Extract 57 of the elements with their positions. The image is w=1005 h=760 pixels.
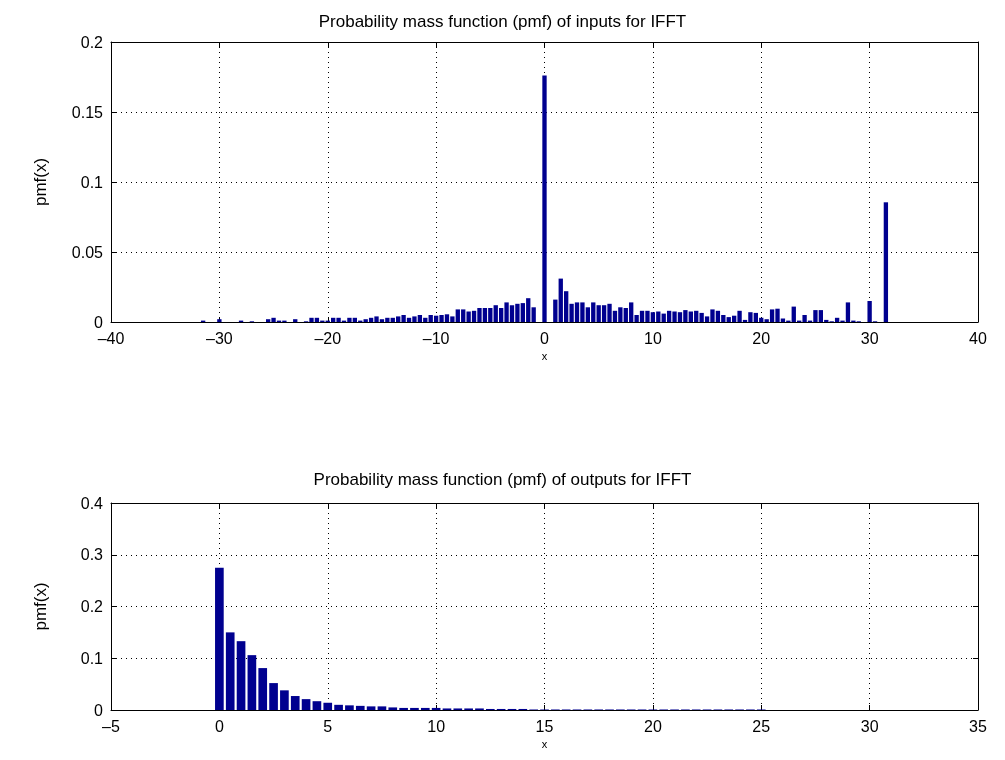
x-tick-label: –20 [314,329,342,347]
x-tick-label: 10 [427,717,446,735]
bar [399,707,408,710]
y-tick-label: 0.3 [80,546,104,564]
bar [312,701,322,710]
y-tick-label: 0 [94,701,104,719]
bar [410,707,419,710]
x-tick-label: 30 [860,329,879,347]
bar [366,706,376,710]
bar [355,705,365,710]
x-tick-label: 0 [214,717,224,735]
y-axis-title: pmf(x) [31,157,50,207]
bar [377,706,387,710]
bar [301,699,311,710]
y-tick-label: 0.15 [71,103,104,121]
x-tick-label: 25 [752,717,771,735]
bar [236,641,246,710]
y-tick-label: 0.2 [80,33,104,51]
bar [542,75,547,322]
x-tick-label: 30 [860,717,879,735]
x-tick-label: 0 [540,329,550,347]
bar [323,702,333,710]
x-tick-label: 15 [535,717,554,735]
y-tick-label: 0.4 [80,494,104,512]
x-tick-label: –10 [422,329,450,347]
bar [420,707,430,710]
x-tick-label: 40 [969,329,987,347]
y-tick-label: 0.1 [80,649,104,667]
y-tick-label: 0.1 [80,173,104,191]
chart-title: Probability mass function (pmf) of outputs for IFFT [313,470,692,489]
x-axis-title: x [541,738,548,751]
x-tick-label: 5 [323,717,333,735]
x-tick-label: 20 [752,329,771,347]
chart-title: Probability mass function (pmf) of inputs for IFFT [318,12,687,31]
bar [247,655,257,710]
bar [269,683,278,710]
y-axis-title: pmf(x) [31,582,50,631]
x-tick-label: –5 [102,717,120,735]
x-tick-label: –30 [206,329,233,347]
y-tick-label: 0 [94,313,104,331]
x-tick-label: 35 [969,717,987,735]
bar [215,567,224,710]
bar [280,690,289,710]
x-tick-label: –40 [97,329,125,347]
bar [293,319,298,322]
bar [883,202,889,322]
y-tick-label: 0.2 [80,598,104,615]
x-tick-label: 20 [643,717,662,735]
bar [388,707,398,710]
bar [290,696,300,710]
x-tick-label: 10 [643,329,662,347]
bar [334,704,343,710]
bar [345,705,354,710]
bar [258,668,268,710]
y-tick-label: 0.05 [71,243,104,261]
bar [225,632,235,710]
x-axis-title: x [541,350,548,363]
